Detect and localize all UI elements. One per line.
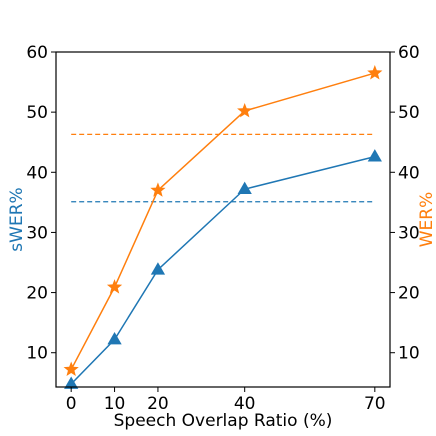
x-tick-label: 40 (234, 394, 256, 414)
x-tick-label: 10 (104, 394, 126, 414)
y-right-tick-label: 10 (398, 344, 420, 364)
x-tick-label: 70 (364, 394, 386, 414)
y-right-tick-label: 50 (398, 103, 420, 123)
triangle-marker (107, 331, 122, 345)
x-axis-title: Speech Overlap Ratio (%) (114, 411, 333, 431)
triangle-marker (237, 181, 252, 195)
y-left-tick-label: 10 (26, 344, 48, 364)
star-marker (150, 182, 166, 197)
y-right-tick-label: 60 (398, 43, 420, 63)
triangle-marker (150, 262, 166, 275)
series-line-0 (70, 155, 376, 385)
star-marker (367, 65, 383, 80)
y-left-tick-label: 30 (26, 223, 48, 243)
y-axis-right-title: WER% (417, 192, 436, 248)
reference-lines (71, 133, 375, 203)
plot-area-frame (55, 51, 391, 388)
x-tick-label: 0 (66, 394, 77, 414)
y-left-tick-label: 20 (26, 284, 48, 304)
y-right-tick-label: 20 (398, 284, 420, 304)
y-left-tick-label: 50 (26, 103, 48, 123)
y-right-tick-label: 40 (398, 163, 420, 183)
x-tick-label: 20 (147, 394, 169, 414)
triangle-marker (64, 376, 79, 389)
series-layer (63, 65, 383, 389)
series-line-1 (70, 72, 376, 370)
ticks-layer: 0 10 20 40 70 10 10 20 20 30 30 40 40 50 50 60 60 (26, 43, 419, 414)
y-left-tick-label: 60 (26, 43, 48, 63)
star-marker (237, 102, 253, 118)
y-right-tick-label: 30 (398, 223, 420, 243)
y-left-tick-label: 40 (26, 163, 48, 183)
star-marker (63, 361, 79, 377)
y-axis-left-title: sWER% (7, 187, 27, 251)
triangle-marker (367, 149, 382, 162)
star-marker (106, 279, 123, 294)
